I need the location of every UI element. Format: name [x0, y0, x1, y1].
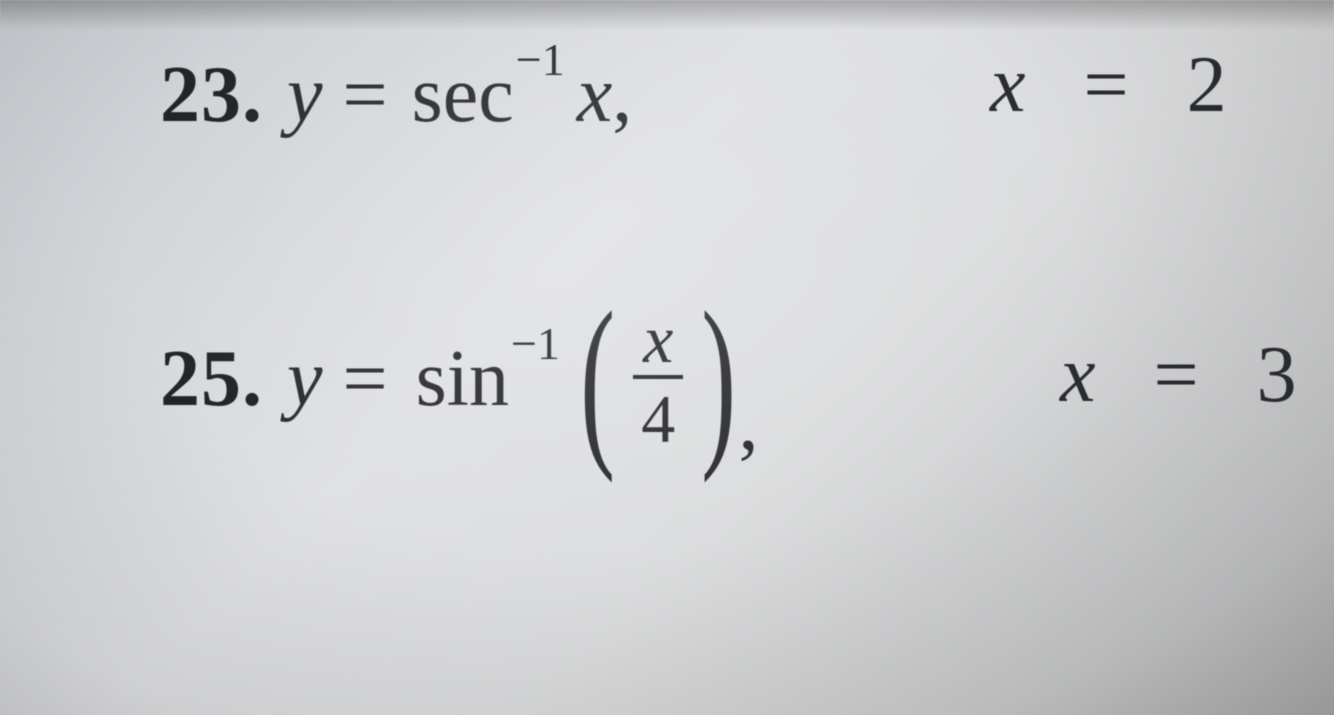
fraction-x-over-4: x 4 — [633, 305, 683, 453]
exponent-neg1: −1 — [511, 317, 560, 370]
var-y: y — [287, 334, 323, 425]
arg-x: x — [577, 50, 613, 141]
func-sec: sec — [412, 50, 514, 141]
fraction-denominator: 4 — [633, 375, 683, 453]
var-y: y — [287, 50, 323, 141]
equals-sign: = — [343, 50, 388, 141]
cond-value: 2 — [1187, 41, 1227, 129]
problem-25-condition: x = 3 — [1060, 330, 1297, 421]
problem-25-equation: y = sin −1 ( x 4 ) , — [287, 305, 771, 453]
cond-value: 3 — [1257, 331, 1297, 419]
page-top-shadow — [0, 0, 1334, 30]
comma: , — [739, 378, 759, 469]
problem-23: 23. y = sec −1 x , — [160, 50, 632, 141]
problem-number: 25. — [160, 334, 263, 425]
cond-var-x: x — [990, 41, 1026, 129]
problem-23-equation: y = sec −1 x , — [287, 50, 632, 141]
problem-23-condition: x = 2 — [990, 40, 1227, 131]
comma: , — [612, 50, 632, 141]
textbook-page: 23. y = sec −1 x , x = 2 25. y = sin −1 — [0, 0, 1334, 715]
fraction-numerator: x — [635, 305, 681, 375]
cond-equals: = — [1154, 331, 1199, 419]
cond-var-x: x — [1060, 331, 1096, 419]
func-sin: sin — [416, 334, 509, 425]
cond-equals: = — [1084, 41, 1129, 129]
problem-number: 23. — [160, 50, 263, 141]
exponent-neg1: −1 — [516, 33, 565, 86]
equals-sign: = — [343, 334, 388, 425]
problem-25: 25. y = sin −1 ( x 4 ) , — [160, 305, 771, 453]
